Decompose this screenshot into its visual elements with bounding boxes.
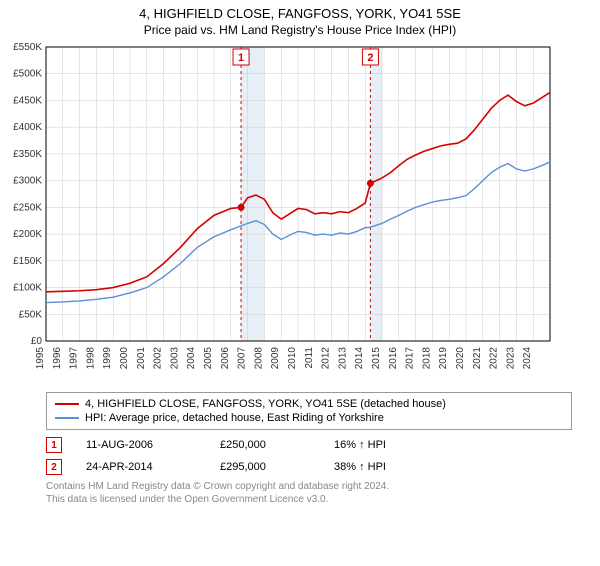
x-tick-label: 2005 (203, 347, 214, 370)
x-tick-label: 2022 (489, 347, 500, 370)
sale-date: 11-AUG-2006 (86, 439, 196, 451)
x-tick-label: 1999 (102, 347, 113, 370)
x-tick-label: 1996 (52, 347, 63, 370)
footer-line-1: Contains HM Land Registry data © Crown c… (46, 480, 572, 493)
x-tick-label: 2011 (304, 347, 315, 369)
x-tick-label: 2012 (321, 347, 332, 370)
sale-row: 1 11-AUG-2006 £250,000 16% ↑ HPI (46, 434, 572, 456)
x-tick-label: 2000 (119, 347, 130, 370)
sale-row: 2 24-APR-2014 £295,000 38% ↑ HPI (46, 456, 572, 478)
x-tick-label: 2020 (455, 347, 466, 370)
y-tick-label: £50K (19, 309, 43, 320)
legend-row: HPI: Average price, detached house, East… (55, 411, 563, 425)
sale-pct: 38% ↑ HPI (334, 461, 386, 473)
x-tick-label: 2007 (237, 347, 248, 370)
y-tick-label: £200K (13, 229, 42, 240)
sale-price: £250,000 (220, 439, 310, 451)
x-tick-label: 2013 (337, 347, 348, 370)
y-tick-label: £450K (13, 95, 42, 106)
x-tick-label: 2014 (354, 347, 365, 370)
x-tick-label: 2019 (438, 347, 449, 370)
x-tick-label: 2008 (253, 347, 264, 370)
x-tick-label: 2023 (505, 347, 516, 370)
marker-label: 1 (238, 52, 244, 64)
x-tick-label: 2016 (388, 347, 399, 370)
x-tick-label: 2002 (153, 347, 164, 370)
y-tick-label: £500K (13, 69, 42, 80)
x-tick-label: 2024 (522, 347, 533, 370)
x-tick-label: 2021 (472, 347, 483, 370)
marker-dot (238, 204, 245, 211)
chart-area: £0 £50K £100K £150K £200K £250K £300K £350K £400… (0, 41, 600, 386)
x-tick-label: 2010 (287, 347, 298, 370)
y-tick-label: £350K (13, 149, 42, 160)
y-tick-label: £400K (13, 122, 42, 133)
x-tick-label: 1995 (35, 347, 46, 370)
legend-swatch (55, 417, 79, 419)
x-tick-label: 1998 (85, 347, 96, 370)
sale-price: £295,000 (220, 461, 310, 473)
shaded-band (241, 47, 264, 341)
sale-marker: 1 (46, 437, 62, 453)
chart-title: 4, HIGHFIELD CLOSE, FANGFOSS, YORK, YO41… (0, 6, 600, 21)
legend-label: 4, HIGHFIELD CLOSE, FANGFOSS, YORK, YO41… (85, 398, 446, 410)
legend-swatch (55, 403, 79, 405)
chart-subtitle: Price paid vs. HM Land Registry's House … (0, 23, 600, 37)
y-tick-label: £0 (31, 336, 43, 347)
marker-dot (367, 180, 374, 187)
line-chart-svg: £0 £50K £100K £150K £200K £250K £300K £350K £400… (0, 41, 560, 381)
y-tick-label: £150K (13, 256, 42, 267)
footer-line-2: This data is licensed under the Open Gov… (46, 493, 572, 506)
sale-date: 24-APR-2014 (86, 461, 196, 473)
x-tick-label: 2009 (270, 347, 281, 370)
y-tick-label: £300K (13, 176, 42, 187)
x-tick-label: 2017 (405, 347, 416, 370)
x-tick-label: 2001 (136, 347, 147, 370)
y-tick-label: £100K (13, 283, 42, 294)
x-tick-label: 2018 (421, 347, 432, 370)
y-tick-label: £550K (13, 42, 42, 53)
sale-pct: 16% ↑ HPI (334, 439, 386, 451)
x-tick-label: 2015 (371, 347, 382, 370)
legend: 4, HIGHFIELD CLOSE, FANGFOSS, YORK, YO41… (46, 392, 572, 430)
x-tick-label: 2003 (169, 347, 180, 370)
y-tick-label: £250K (13, 202, 42, 213)
sale-marker: 2 (46, 459, 62, 475)
legend-label: HPI: Average price, detached house, East… (85, 412, 384, 424)
footer-attribution: Contains HM Land Registry data © Crown c… (46, 480, 572, 506)
legend-row: 4, HIGHFIELD CLOSE, FANGFOSS, YORK, YO41… (55, 397, 563, 411)
sales-list: 1 11-AUG-2006 £250,000 16% ↑ HPI 2 24-APR-201… (46, 434, 572, 478)
chart-container: 4, HIGHFIELD CLOSE, FANGFOSS, YORK, YO41… (0, 6, 600, 566)
shaded-band (370, 47, 382, 341)
x-tick-label: 2006 (220, 347, 231, 370)
x-tick-label: 2004 (186, 347, 197, 370)
x-tick-label: 1997 (69, 347, 80, 370)
marker-label: 2 (367, 52, 373, 64)
